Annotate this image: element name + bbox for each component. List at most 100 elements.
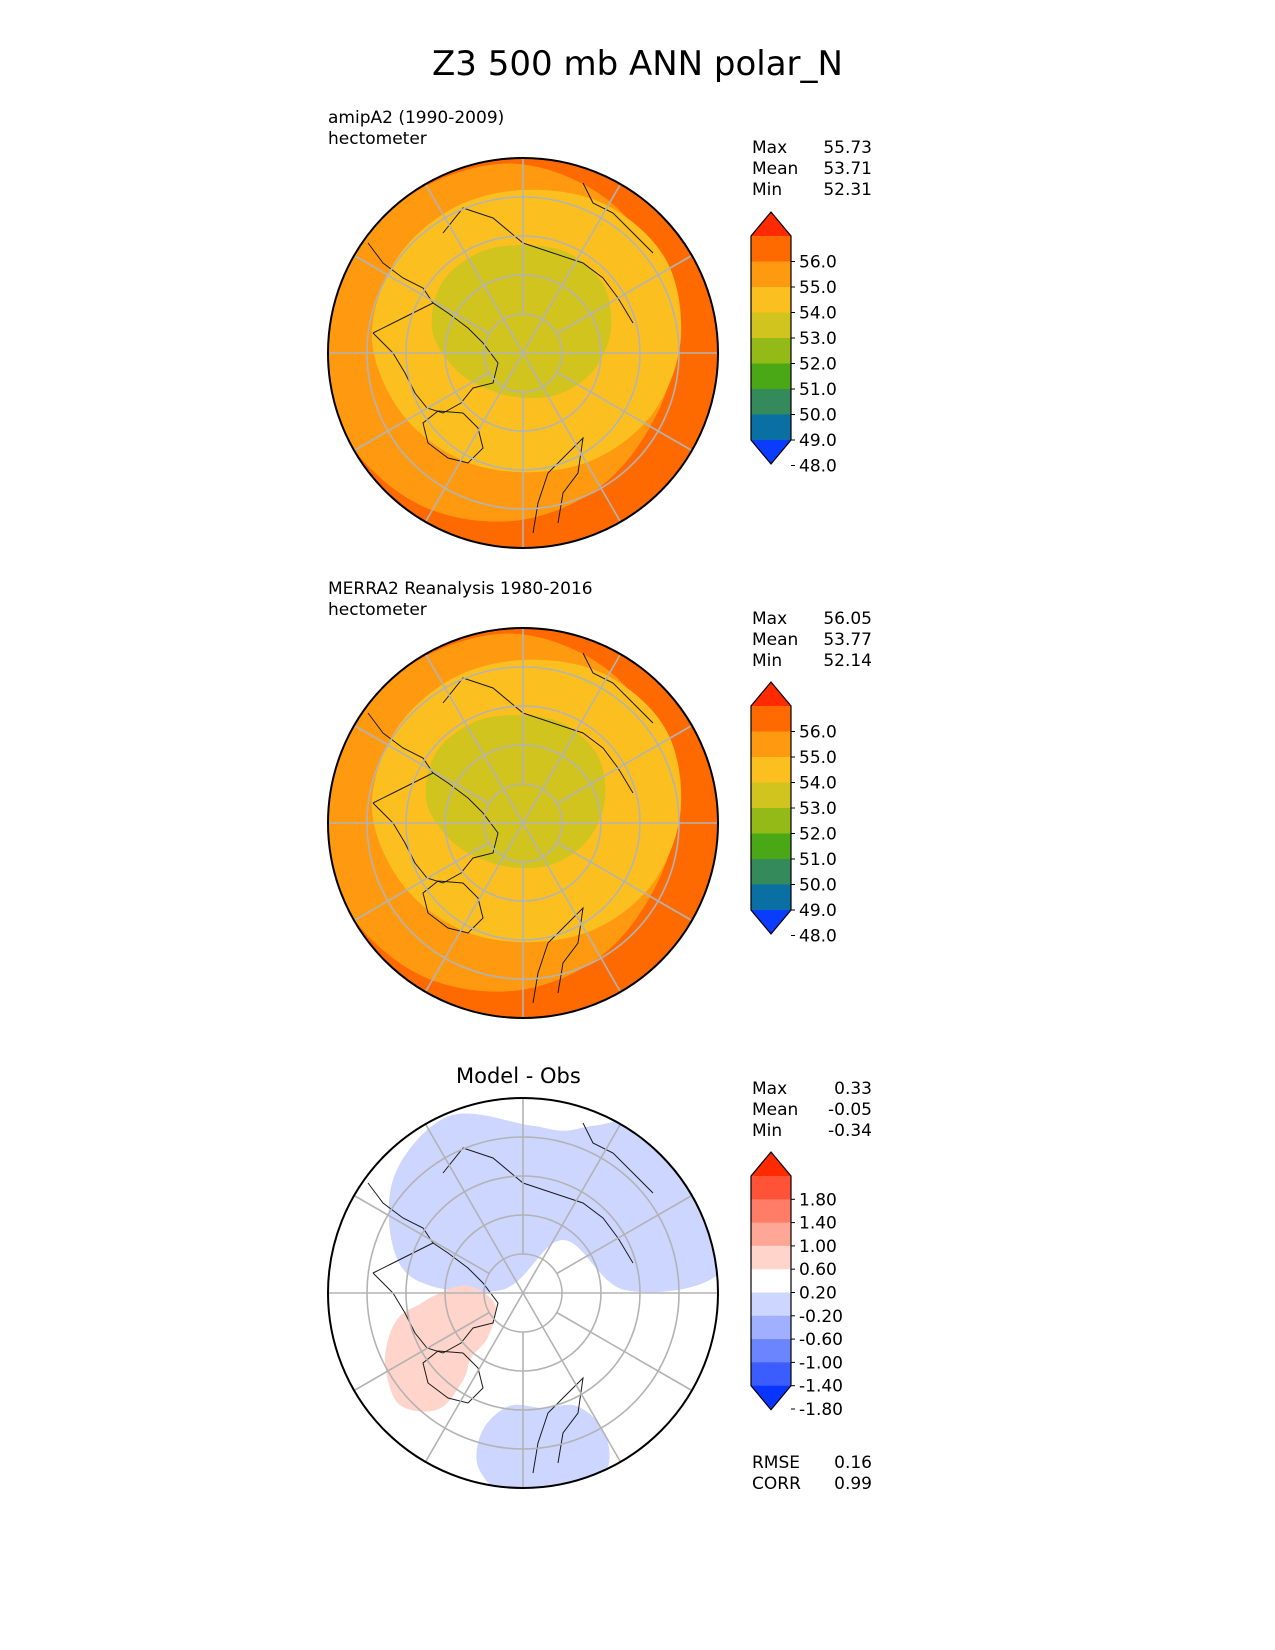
colorbar-tick-label: 51.0 <box>799 380 837 400</box>
meridian-line <box>541 1123 622 1260</box>
panel3-corr-label: CORR <box>752 1474 801 1494</box>
panel2-stat-mean-value: 53.77 <box>823 630 872 650</box>
colorbar-tick-label: 53.0 <box>799 329 837 349</box>
meridian-line <box>556 841 693 922</box>
panel1-stat-min-label: Min <box>752 180 783 200</box>
colorbar-extend-bottom <box>751 910 791 934</box>
meridian-line <box>522 352 544 388</box>
coastline <box>582 1122 654 1194</box>
coastline <box>367 712 434 774</box>
meridian-line <box>541 653 622 790</box>
panel3-stat-min-label: Min <box>752 1121 783 1141</box>
colorbar-tick-label: 1.40 <box>799 1214 837 1234</box>
colorbar-segment <box>751 287 791 313</box>
meridian-line <box>353 841 490 922</box>
colorbar-segment <box>751 884 791 911</box>
colorbar-tick-label: 56.0 <box>799 253 837 273</box>
panel2-label-line1: MERRA2 Reanalysis 1980-2016 <box>328 579 593 599</box>
colorbar-tick-label: -0.20 <box>799 1307 843 1327</box>
meridian-line <box>556 371 693 452</box>
map-boundary <box>327 627 719 1019</box>
colorbar-segment <box>751 706 791 732</box>
coastline <box>422 1350 484 1404</box>
panel2-stat-min-value: 52.14 <box>823 651 872 671</box>
colorbar-segment <box>751 859 791 885</box>
panel1-stat-max-label: Max <box>752 138 788 158</box>
meridian-line <box>424 856 505 993</box>
colorbar-segment <box>751 1339 791 1363</box>
colorbar-tick-label: 49.0 <box>799 431 837 451</box>
colorbar-segment <box>751 1222 791 1247</box>
panel1-stat-min-value: 52.31 <box>823 180 872 200</box>
colorbar-segment <box>751 1362 791 1387</box>
meridian-line <box>502 318 524 354</box>
colorbar-tick-label: 56.0 <box>799 723 837 743</box>
colorbar-tick-label: 53.0 <box>799 799 837 819</box>
region-canada-positive <box>384 1285 497 1412</box>
colorbar-segment <box>751 389 791 415</box>
figure-title: Z3 500 mb ANN polar_N <box>432 44 843 84</box>
colorbar-tick-label: -1.40 <box>799 1377 843 1397</box>
colorbar-tick-label: 50.0 <box>799 406 837 426</box>
coastline <box>442 207 634 324</box>
polar-map-2 <box>327 627 719 1019</box>
panel3-stat-max-value: 0.33 <box>834 1079 872 1099</box>
colorbar-segment <box>751 236 791 262</box>
colorbar-tick-label: 51.0 <box>799 850 837 870</box>
polar-map-1 <box>327 157 719 549</box>
colorbar-tick-label: 48.0 <box>799 457 837 477</box>
colorbar-extend-bottom <box>751 440 791 464</box>
colorbar-segment <box>751 1245 791 1270</box>
coastline <box>422 410 484 464</box>
panel3-rmse-value: 0.16 <box>834 1453 872 1473</box>
meridian-line <box>541 856 622 993</box>
polar-map-3 <box>327 1097 719 1489</box>
panel1-label-line1: amipA2 (1990-2009) <box>328 108 505 128</box>
colorbar-segment <box>751 808 791 834</box>
colorbar-segment <box>751 312 791 339</box>
panel1-stat-mean-value: 53.71 <box>823 159 872 179</box>
region-polar-core <box>431 245 612 399</box>
meridian-line <box>353 724 490 805</box>
meridian-line <box>424 653 505 790</box>
colorbar-tick-label: 50.0 <box>799 876 837 896</box>
meridian-line <box>556 1311 693 1392</box>
colorbar-tick-label: 54.0 <box>799 774 837 794</box>
meridian-line <box>424 386 505 523</box>
colorbar-tick-label: 48.0 <box>799 927 837 947</box>
region-atlantic-negative <box>476 1404 610 1488</box>
colorbar-segment <box>751 414 791 441</box>
meridian-line <box>522 1258 544 1294</box>
panel3-stat-mean-label: Mean <box>752 1100 799 1120</box>
colorbar-3: 1.80 1.40 1.00 0.60 0.20 -0.20 -0.60 -1.00 -1.40… <box>750 1151 843 1420</box>
colorbar-segment <box>751 363 791 390</box>
panel3-stat-mean-value: -0.05 <box>828 1100 872 1120</box>
map-boundary <box>327 157 719 549</box>
colorbar-tick-label: 52.0 <box>799 355 837 375</box>
colorbar-tick-label: 55.0 <box>799 748 837 768</box>
colorbar-1: 56.0 55.0 54.0 53.0 52.0 51.0 50.0 49.0 48.0 <box>750 211 837 477</box>
colorbar-segment <box>751 782 791 809</box>
colorbar-segment <box>751 731 791 758</box>
panel1-stat-max-value: 55.73 <box>823 138 872 158</box>
coastline <box>582 652 654 724</box>
colorbar-tick-label: -1.00 <box>799 1353 843 1373</box>
colorbar-tick-label: 1.80 <box>799 1190 837 1210</box>
meridian-line <box>541 386 622 523</box>
panel3-title: Model - Obs <box>456 1064 581 1088</box>
meridian-line <box>353 371 490 452</box>
colorbar-tick-label: 0.60 <box>799 1260 837 1280</box>
panel3-stat-min-value: -0.34 <box>828 1121 872 1141</box>
coastline <box>367 242 434 304</box>
colorbar-tick-label: 1.00 <box>799 1237 837 1257</box>
colorbar-tick-label: 49.0 <box>799 901 837 921</box>
meridian-line <box>502 1292 524 1328</box>
panel3-corr-value: 0.99 <box>834 1474 872 1494</box>
colorbar-segment <box>751 833 791 860</box>
map-field <box>328 628 718 1018</box>
coastline <box>367 1182 434 1244</box>
map-field <box>328 1098 718 1488</box>
colorbar-tick-label: -1.80 <box>799 1400 843 1420</box>
colorbar-segment <box>751 1199 791 1224</box>
